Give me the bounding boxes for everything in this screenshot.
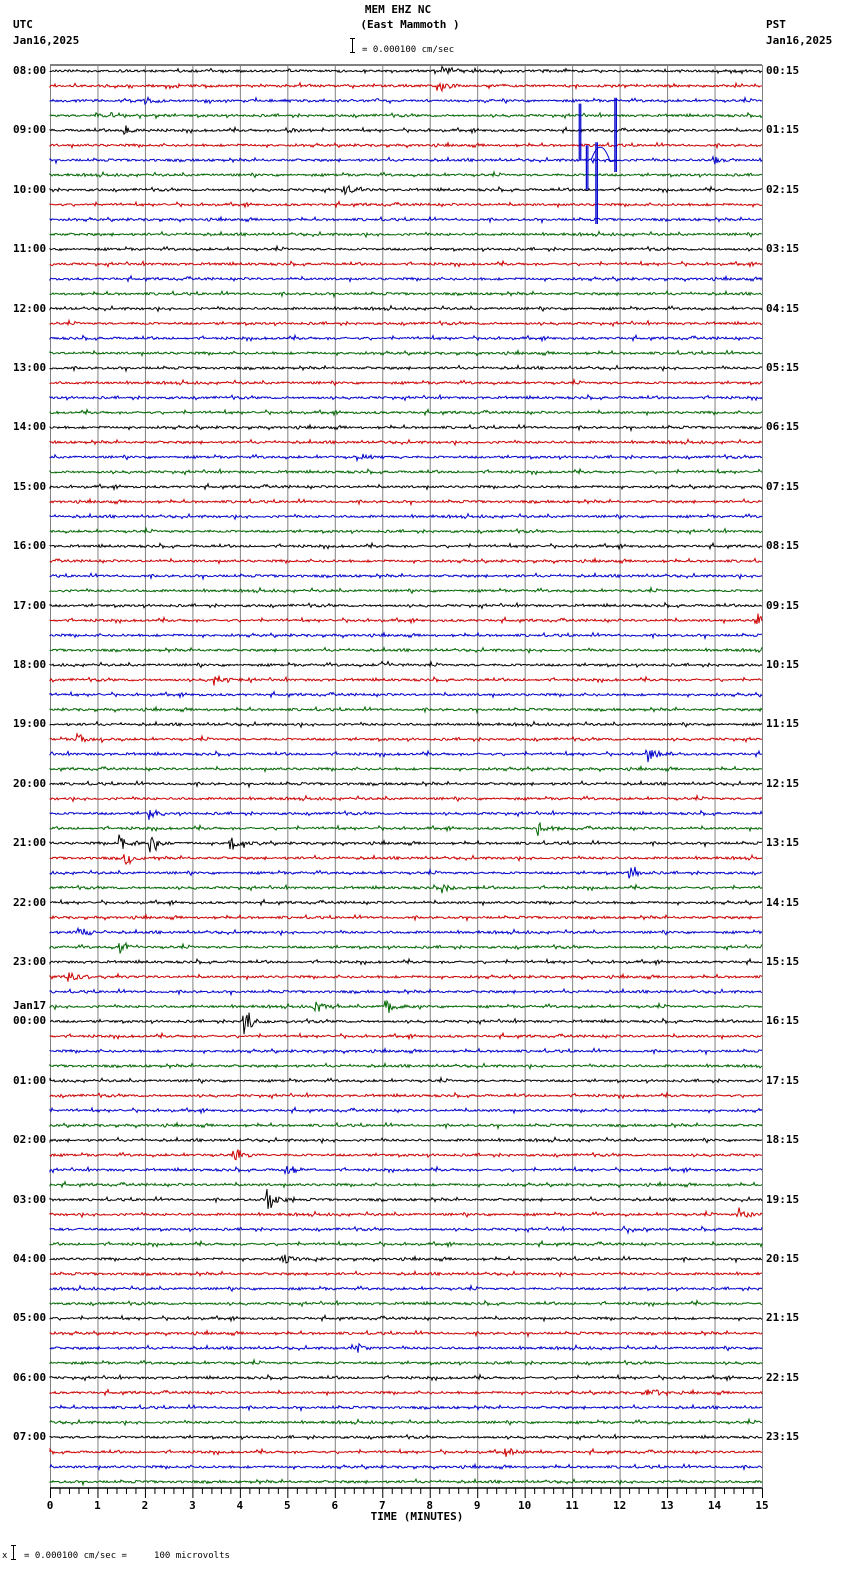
x-tick-label: 2 (141, 1499, 149, 1512)
x-tick-label: 4 (236, 1499, 244, 1512)
utc-hour-label: 11:00 (13, 242, 47, 256)
pst-hour-label: 03:15 (766, 242, 800, 256)
footer-prefix: x (2, 1551, 8, 1561)
right-timezone: PST (766, 18, 786, 31)
left-timezone: UTC (13, 18, 33, 31)
time-axis (50, 1487, 763, 1498)
utc-hour-label: 13:00 (13, 361, 47, 374)
utc-hour-label: 07:00 (13, 1430, 47, 1444)
x-tick-label: 5 (284, 1499, 291, 1512)
pst-hour-label: 15:15 (766, 955, 800, 968)
pst-hour-label: 01:15 (766, 123, 800, 137)
pst-hour-label: 04:15 (766, 301, 800, 315)
utc-hour-label: 22:00 (13, 895, 47, 909)
pst-hour-label: 18:15 (766, 1133, 800, 1147)
grid-lines (50, 64, 763, 1488)
pst-hour-label: 11:15 (766, 717, 800, 731)
station-location: (East Mammoth ) (360, 18, 460, 31)
x-tick-label: 12 (612, 1499, 627, 1512)
pst-hour-label: 02:15 (766, 182, 800, 196)
x-tick-label: 10 (518, 1499, 532, 1512)
utc-hour-label: 12:00 (13, 301, 47, 315)
footer-scale-bar-icon (11, 1545, 16, 1560)
utc-hour-label: 21:00 (13, 836, 47, 850)
scale-label: = 0.000100 cm/sec (362, 45, 455, 55)
x-tick-label: 15 (755, 1499, 769, 1512)
pst-hour-label: 10:15 (766, 658, 800, 671)
date-change-label: Jan17 (13, 999, 47, 1013)
pst-hour-label: 14:15 (766, 895, 800, 909)
utc-hour-label: 10:00 (13, 182, 47, 196)
left-date: Jan16,2025 (13, 34, 80, 47)
utc-hour-label: 05:00 (13, 1311, 47, 1325)
pst-hour-label: 12:15 (766, 776, 800, 790)
x-tick-label: 13 (660, 1499, 674, 1512)
utc-hour-label: 04:00 (13, 1252, 47, 1265)
pst-hour-label: 07:15 (766, 479, 800, 493)
x-tick-label: 14 (707, 1499, 722, 1512)
x-tick-label: 3 (189, 1499, 196, 1512)
utc-hour-label: 20:00 (13, 776, 47, 790)
utc-hour-label: 09:00 (13, 123, 47, 137)
pst-hour-label: 23:15 (766, 1430, 800, 1444)
x-tick-label: 11 (565, 1499, 579, 1512)
x-tick-label: 0 (46, 1499, 54, 1512)
pst-hour-label: 06:15 (766, 420, 800, 434)
utc-hour-label: 23:00 (13, 955, 47, 968)
pst-hour-label: 09:15 (766, 598, 800, 612)
utc-hour-label: 01:00 (13, 1073, 47, 1087)
station-title: MEM EHZ NC (364, 3, 432, 16)
pst-hour-label: 21:15 (766, 1311, 800, 1325)
x-tick-label: 7 (378, 1499, 386, 1512)
x-tick-label: 1 (94, 1499, 101, 1512)
pst-hour-label: 13:15 (766, 836, 800, 850)
utc-hour-label: 00:00 (13, 1014, 47, 1028)
pst-hour-label: 05:15 (766, 361, 800, 374)
utc-hour-label: 15:00 (13, 479, 47, 493)
utc-hour-label: 14:00 (13, 420, 47, 434)
footer-scale-note: = 0.000100 cm/sec = 100 microvolts (24, 1551, 230, 1561)
x-axis-title: TIME (MINUTES) (370, 1510, 464, 1523)
pst-hour-label: 20:15 (766, 1252, 800, 1265)
pst-hour-label: 08:15 (766, 539, 800, 553)
pst-hour-label: 17:15 (766, 1073, 800, 1087)
x-tick-label: 6 (331, 1499, 339, 1512)
right-date: Jan16,2025 (766, 34, 833, 47)
utc-hour-label: 08:00 (13, 64, 47, 77)
utc-hour-label: 17:00 (13, 598, 47, 612)
utc-hour-label: 18:00 (13, 658, 47, 671)
utc-hour-label: 03:00 (13, 1192, 47, 1206)
utc-hour-label: 19:00 (13, 717, 47, 731)
scale-bar-icon (350, 38, 355, 53)
pst-hour-label: 19:15 (766, 1192, 800, 1206)
pst-hour-label: 22:15 (766, 1370, 800, 1384)
seismic-traces (49, 65, 763, 1487)
x-tick-label: 9 (473, 1499, 481, 1512)
pst-hour-label: 16:15 (766, 1014, 800, 1028)
utc-hour-label: 16:00 (13, 539, 47, 553)
pst-hour-label: 00:15 (766, 64, 800, 77)
x-tick-label: 8 (426, 1499, 434, 1512)
utc-hour-label: 06:00 (13, 1370, 47, 1384)
utc-hour-label: 02:00 (13, 1133, 47, 1147)
